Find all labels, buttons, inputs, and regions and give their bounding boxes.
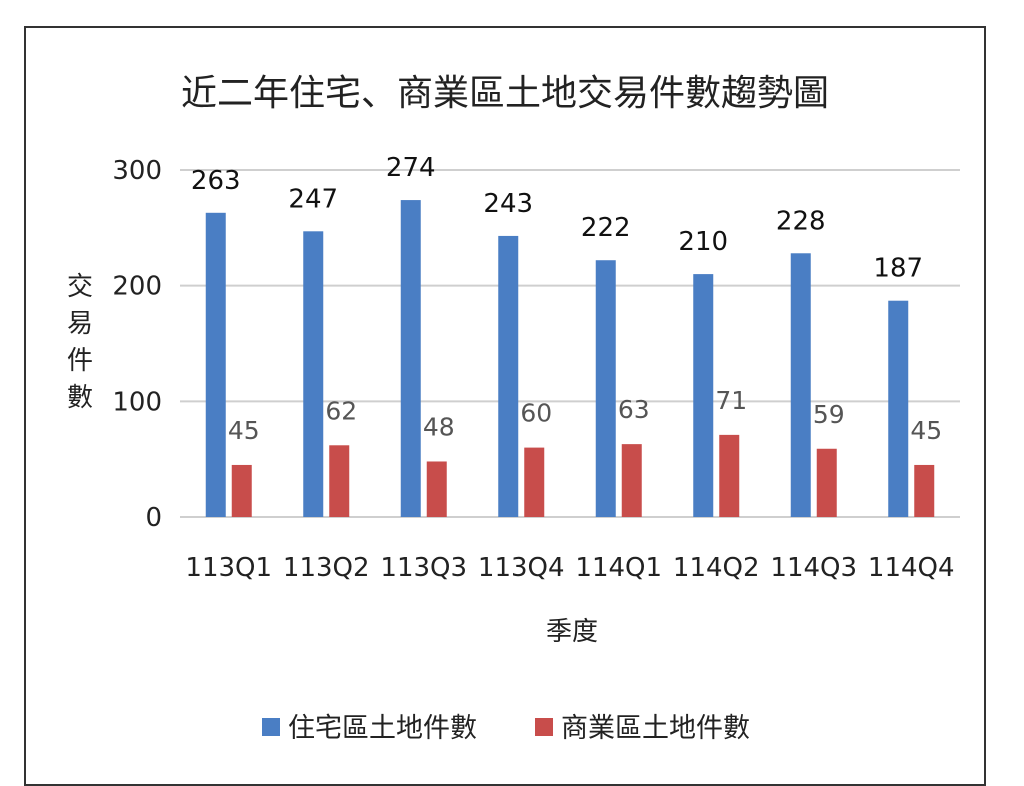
y-tick-label: 200 xyxy=(112,272,162,302)
x-tick-label: 114Q3 xyxy=(770,553,857,583)
bar-residential xyxy=(498,235,519,517)
y-tick-label: 300 xyxy=(112,156,162,186)
data-label-residential: 210 xyxy=(678,227,728,257)
data-label-commercial: 45 xyxy=(228,416,260,445)
y-axis-title-char: 易 xyxy=(67,309,93,339)
y-tick-label: 0 xyxy=(145,503,162,533)
x-tick-label: 113Q3 xyxy=(380,553,467,583)
y-axis-title-char: 數 xyxy=(67,383,93,413)
x-tick-label: 113Q1 xyxy=(185,553,272,583)
data-label-residential: 274 xyxy=(386,153,436,183)
data-label-residential: 222 xyxy=(581,213,631,243)
data-label-residential: 263 xyxy=(191,166,241,196)
x-tick-label: 114Q1 xyxy=(575,553,662,583)
bar-commercial xyxy=(621,444,642,517)
bar-commercial xyxy=(816,448,837,517)
bar-residential xyxy=(888,300,909,517)
x-tick-label: 114Q4 xyxy=(868,553,955,583)
bar-commercial xyxy=(231,464,252,517)
x-tick-label: 114Q2 xyxy=(673,553,760,583)
y-axis-ticks: 0 100 200 300 xyxy=(112,156,162,533)
y-axis-title-char: 件 xyxy=(67,346,93,376)
bar-residential xyxy=(205,212,226,517)
chart-title: 近二年住宅、商業區土地交易件數趨勢圖 xyxy=(181,73,829,114)
bar-commercial xyxy=(914,464,935,517)
x-axis-ticks: 113Q1 113Q2 113Q3 113Q4 114Q1 114Q2 114Q3 114Q4 xyxy=(185,553,954,583)
data-label-residential: 243 xyxy=(483,189,533,219)
data-label-residential: 187 xyxy=(873,254,923,284)
y-axis-title: 交易件數 xyxy=(67,272,93,413)
bar-residential xyxy=(790,253,811,517)
data-label-commercial: 63 xyxy=(618,395,650,424)
legend-label: 商業區土地件數 xyxy=(561,713,750,744)
legend-label: 住宅區土地件數 xyxy=(288,713,477,744)
x-tick-label: 113Q4 xyxy=(478,553,565,583)
bar-residential xyxy=(400,200,421,517)
legend-swatch xyxy=(262,718,280,736)
bar-residential xyxy=(595,260,616,517)
legend: 住宅區土地件數 商業區土地件數 xyxy=(262,713,750,744)
data-label-residential: 247 xyxy=(288,184,338,214)
bar-commercial xyxy=(329,445,350,517)
bar-commercial xyxy=(426,461,447,517)
data-label-commercial: 48 xyxy=(423,412,455,441)
x-axis-title: 季度 xyxy=(546,617,598,647)
x-tick-label: 113Q2 xyxy=(283,553,370,583)
y-tick-label: 100 xyxy=(112,387,162,417)
data-label-commercial: 60 xyxy=(520,399,552,428)
bar-residential xyxy=(303,231,324,517)
data-label-commercial: 71 xyxy=(715,386,747,415)
gridlines xyxy=(180,169,960,518)
bar-commercial xyxy=(719,434,740,517)
data-label-commercial: 59 xyxy=(813,400,845,429)
chart-svg: 近二年住宅、商業區土地交易件數趨勢圖 0 100 200 300 交易件數 263 45… xyxy=(67,73,960,744)
bars: 263 45 247 62 274 48 243 60 222 63 210 71 228 59 187 45 xyxy=(191,153,942,517)
data-label-commercial: 45 xyxy=(910,416,942,445)
data-label-commercial: 62 xyxy=(325,396,357,425)
legend-swatch xyxy=(535,718,553,736)
bar-commercial xyxy=(524,447,545,517)
data-label-residential: 228 xyxy=(776,206,826,236)
y-axis-title-char: 交 xyxy=(67,272,93,302)
bar-residential xyxy=(693,274,714,517)
